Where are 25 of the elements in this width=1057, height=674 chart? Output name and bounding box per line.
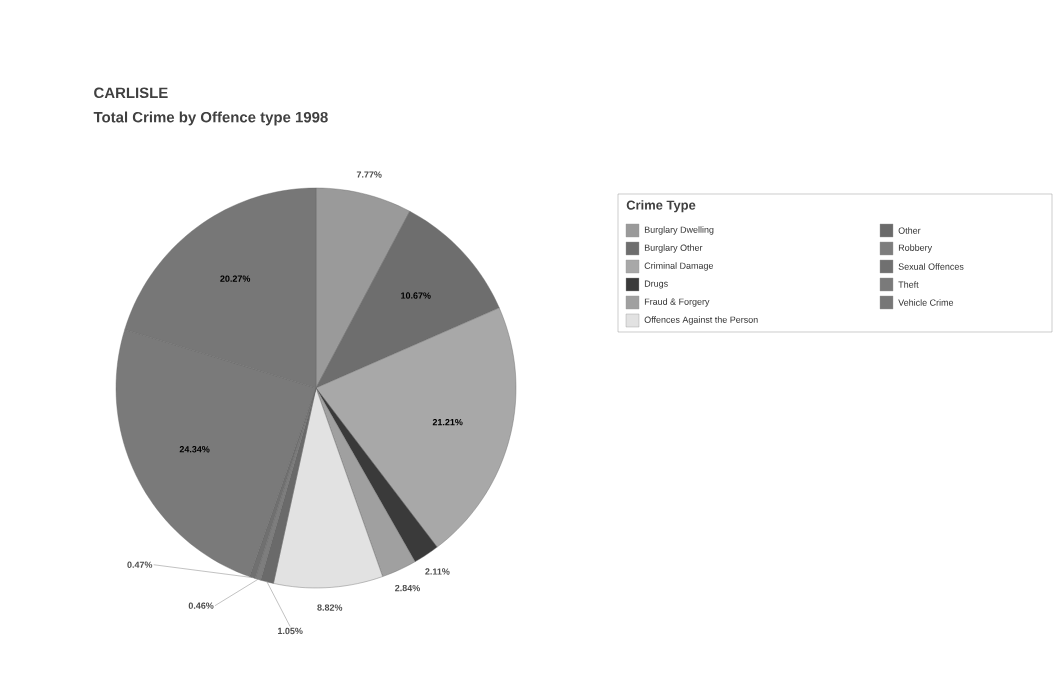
legend-label: Other <box>898 227 921 234</box>
legend-label: Robbery <box>898 244 933 253</box>
legend-label: Fraud & Forgery <box>644 298 710 307</box>
data-label: 0.47% <box>127 561 153 568</box>
legend-label: Criminal Damage <box>644 262 714 271</box>
data-label: 8.82% <box>317 604 343 611</box>
data-label: 24.34% <box>179 446 210 453</box>
legend-label: Theft <box>898 281 919 288</box>
legend-label: Vehicle Crime <box>898 299 954 306</box>
data-label: 7.77% <box>356 171 382 178</box>
chart-subtitle: Total Crime by Offence type 1998 <box>93 111 328 126</box>
data-label: 21.21% <box>432 418 463 426</box>
chart-title: CARLISLE <box>94 87 168 99</box>
legend-label: Sexual Offences <box>898 263 964 270</box>
data-label: 20.27% <box>220 275 251 282</box>
data-label: 10.67% <box>401 292 431 299</box>
data-label: 1.05% <box>278 627 303 635</box>
legend-label: Burglary Other <box>644 244 703 253</box>
data-label: 2.11% <box>425 568 450 575</box>
data-label: 0.46% <box>188 602 214 609</box>
legend-label: Drugs <box>644 280 668 289</box>
legend-label: Burglary Dwelling <box>644 226 714 235</box>
legend-title: Crime Type <box>626 200 696 213</box>
legend-label: Offences Against the Person <box>644 316 758 325</box>
data-label: 2.84% <box>395 584 420 592</box>
